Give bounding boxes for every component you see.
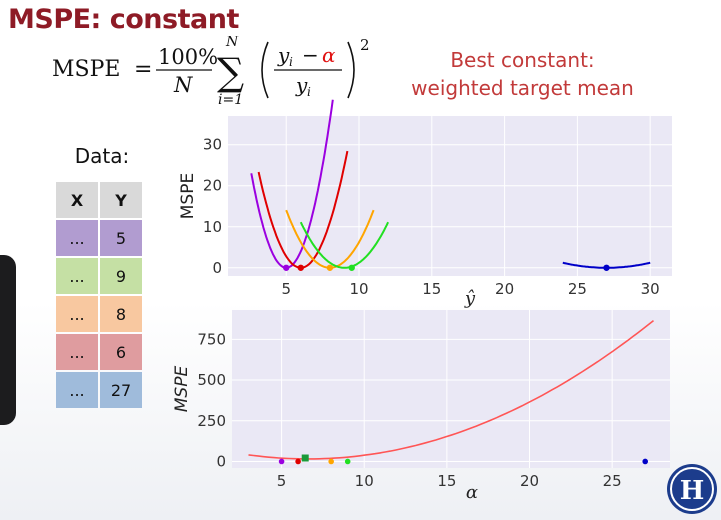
formula-lhs: MSPE [52,57,120,82]
table-cell-y: 27 [100,372,142,408]
hse-university-logo: Н [667,464,717,514]
data-table: X Y ... 5 ... 9 ... 8 ... 6 ... 27 [54,180,144,410]
left-parenthesis [261,41,269,99]
formula-term-i-top: i [289,55,293,69]
formula-denominator: N [173,73,193,97]
table-cell-x: ... [56,220,98,256]
table-row: ... 6 [56,334,142,370]
right-parenthesis [347,41,355,99]
best-constant-line-2: weighted target mean [411,76,634,100]
mspe-formula: MSPE = 100% N N ∑ i=1 y i − α y i 2 [52,36,370,106]
table-cell-y: 8 [100,296,142,332]
table-row: ... 9 [56,258,142,294]
table-cell-y: 5 [100,220,142,256]
table-cell-x: ... [56,296,98,332]
table-cell-x: ... [56,372,98,408]
table-row: ... 8 [56,296,142,332]
slide-title: MSPE: constant [8,4,239,35]
lecturer-silhouette [0,255,16,425]
data-label: Data: [74,144,130,168]
formula-lower-limit: i=1 [218,92,243,106]
logo-letter: Н [680,476,705,506]
formula-numerator: 100% [158,45,218,69]
formula-term-y-top: y [277,43,290,67]
best-constant-line-1: Best constant: [450,48,595,72]
formula-power: 2 [360,36,370,54]
formula-sigma: ∑ [217,50,244,94]
table-header-x: X [56,182,98,218]
table-header-y: Y [100,182,142,218]
formula-term-y-bottom: y [295,73,308,97]
table-cell-x: ... [56,258,98,294]
table-header-row: X Y [56,182,142,218]
table-cell-x: ... [56,334,98,370]
formula-term-i-bottom: i [307,85,311,99]
table-cell-y: 6 [100,334,142,370]
formula-upper-limit: N [225,36,239,50]
formula-alpha: α [322,43,336,67]
table-row: ... 5 [56,220,142,256]
best-constant-note: Best constant: weighted target mean [395,46,650,102]
formula-minus: − [302,43,319,67]
table-row: ... 27 [56,372,142,408]
formula-equals: = [134,57,152,82]
table-cell-y: 9 [100,258,142,294]
